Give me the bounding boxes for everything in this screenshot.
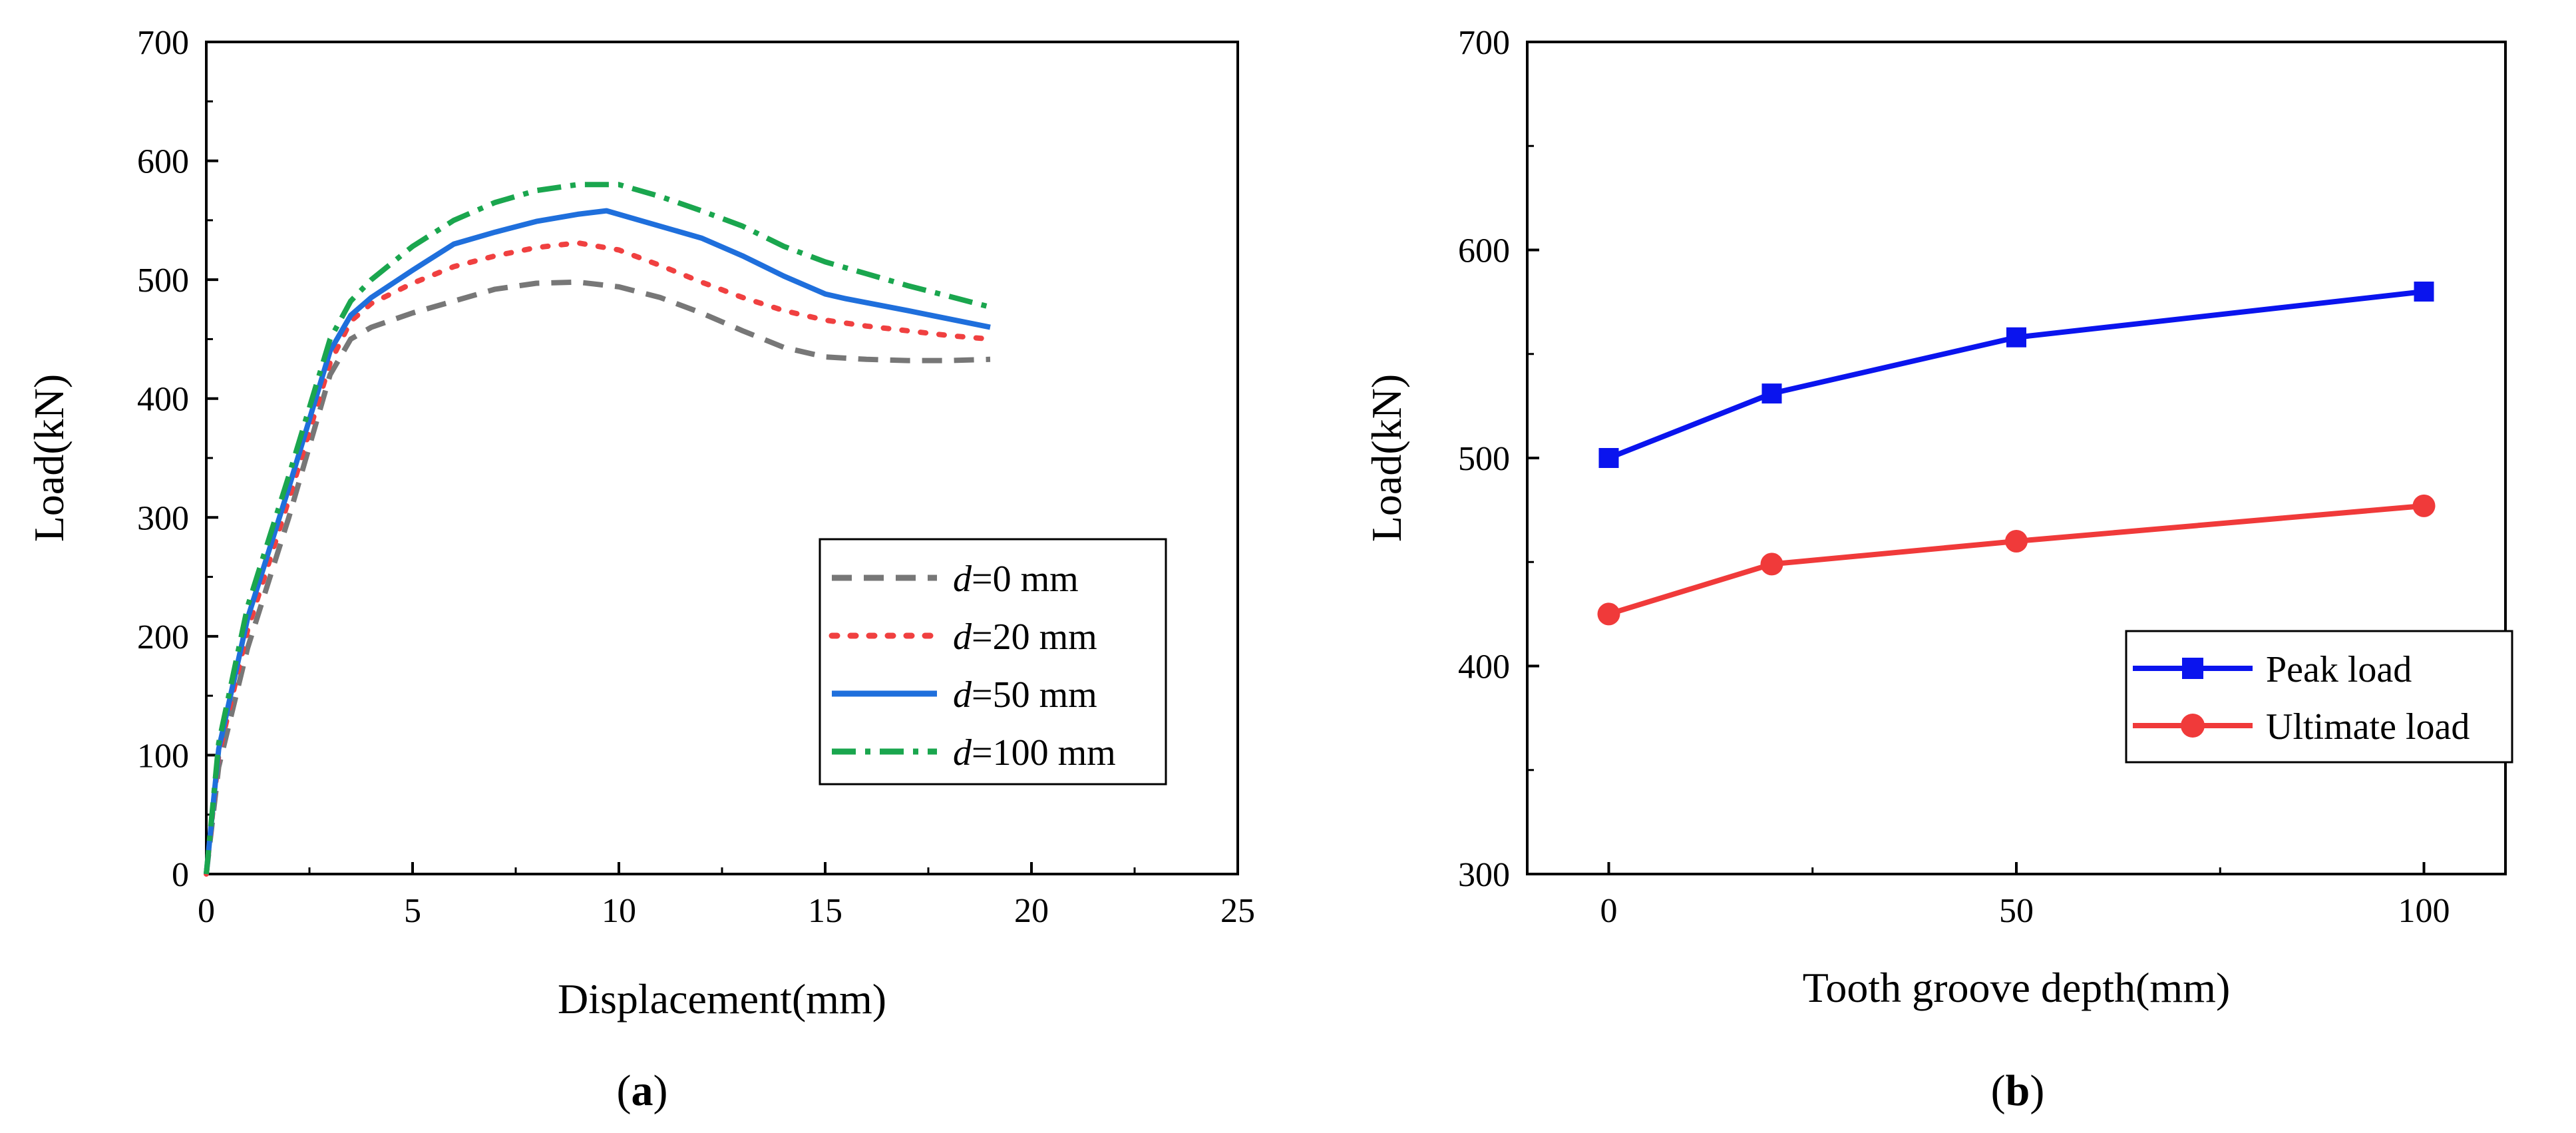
chart-b-x-tick-label: 0 [1600, 892, 1618, 930]
legend-label-d0: d=0 mm [953, 559, 1079, 600]
chart-b-y-tick-label: 500 [1458, 440, 1510, 478]
chart-b-point-peak [1598, 448, 1619, 468]
legend-marker-ultimate [2181, 714, 2205, 738]
chart-a-x-tick-label: 25 [1220, 892, 1255, 930]
chart-b-series-line-1 [1608, 503, 2424, 617]
legend-label-d100: d=100 mm [953, 732, 1116, 774]
chart-b-x-tick-label: 100 [2398, 892, 2450, 930]
chart-a-y-tick-label: 500 [137, 262, 189, 300]
chart-b-series-line-0 [1608, 289, 2424, 461]
chart-b-caption: (b) [1991, 1066, 2045, 1115]
chart-b-point-ultimate [1760, 553, 1783, 576]
chart-a-series-line-0 [204, 279, 991, 875]
chart-b-y-tick-label: 300 [1458, 856, 1510, 894]
chart-a-x-tick-label: 0 [198, 892, 215, 930]
chart-b-y-axis-title: Load(kN) [1363, 374, 1410, 542]
chart-a-y-tick-label: 300 [137, 499, 189, 537]
legend-marker-peak [2182, 658, 2203, 679]
chart-a-x-tick-label: 10 [602, 892, 636, 930]
chart-a-x-tick-label: 15 [808, 892, 842, 930]
chart-b-point-peak [1761, 383, 1782, 404]
chart-a-series-line-1 [204, 240, 993, 877]
chart-a-x-ticks: 0 5 10 15 20 25 [198, 862, 1255, 930]
chart-a-x-tick-label: 20 [1014, 892, 1049, 930]
chart-a-y-axis-title: Load(kN) [25, 374, 73, 542]
chart-b-x-ticks: 0 50 100 [1600, 862, 2450, 930]
chart-b: 300 400 500 600 700 0 50 100 Load(kN) Tooth gr… [1363, 24, 2513, 1115]
chart-a: 0 100 200 300 400 500 600 700 0 5 10 15 20 25 Load(k… [25, 24, 1255, 1115]
chart-a-y-tick-label: 700 [137, 24, 189, 62]
chart-b-point-ultimate [2412, 494, 2436, 517]
chart-a-y-tick-label: 100 [137, 737, 189, 775]
chart-a-caption: (a) [617, 1066, 668, 1115]
chart-b-point-peak [2414, 282, 2434, 302]
chart-a-y-tick-label: 0 [172, 856, 189, 894]
chart-b-y-tick-label: 600 [1458, 232, 1510, 270]
chart-b-y-tick-label: 400 [1458, 648, 1510, 686]
chart-a-legend: d=0 mm d=20 mm d=50 mm d=100 mm [819, 538, 1167, 786]
chart-b-x-tick-label: 50 [1999, 892, 2034, 930]
chart-b-legend-box [2125, 630, 2513, 764]
chart-b-point-ultimate [1597, 602, 1620, 626]
chart-a-y-tick-label: 600 [137, 143, 189, 181]
chart-a-y-ticks: 0 100 200 300 400 500 600 700 [137, 24, 218, 894]
chart-b-point-ultimate [2005, 530, 2028, 553]
chart-a-x-tick-label: 5 [404, 892, 421, 930]
chart-b-x-axis-title: Tooth groove depth(mm) [1803, 964, 2231, 1011]
chart-b-y-tick-label: 700 [1458, 24, 1510, 62]
chart-b-legend: Peak load Ultimate load [2125, 630, 2513, 764]
legend-label-ultimate: Ultimate load [2266, 706, 2470, 748]
legend-label-d20: d=20 mm [953, 616, 1097, 658]
chart-b-y-ticks: 300 400 500 600 700 [1458, 24, 1539, 894]
chart-a-x-axis-title: Displacement(mm) [558, 975, 886, 1022]
chart-a-y-tick-label: 200 [137, 618, 189, 656]
chart-a-series-line-2 [204, 208, 991, 875]
chart-a-series [204, 182, 993, 877]
chart-b-series [1597, 282, 2436, 626]
legend-label-peak: Peak load [2266, 649, 2412, 690]
chart-b-point-peak [2006, 327, 2026, 347]
chart-a-series-line-3 [204, 182, 992, 875]
chart-a-y-tick-label: 400 [137, 381, 189, 419]
legend-label-d50: d=50 mm [953, 674, 1097, 716]
